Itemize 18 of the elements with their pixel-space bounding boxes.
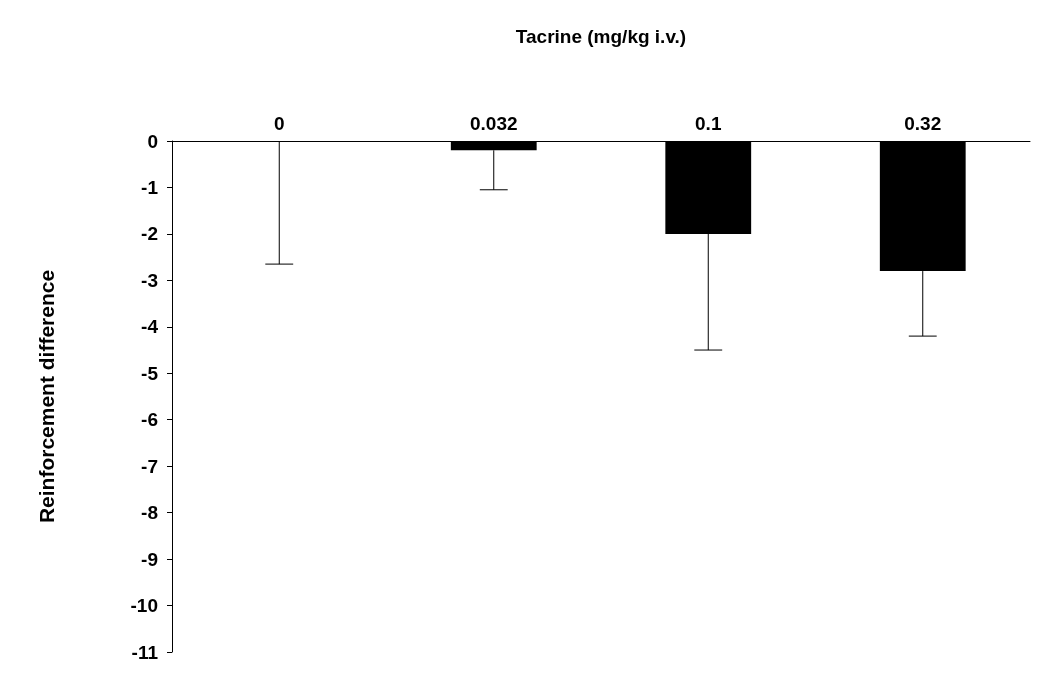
y-tick-label: -8 bbox=[141, 502, 158, 524]
y-tick-label: -5 bbox=[141, 362, 159, 384]
x-axis-title: Tacrine (mg/kg i.v.) bbox=[515, 26, 687, 47]
y-tick-label: -7 bbox=[141, 455, 158, 477]
y-tick-label: -11 bbox=[131, 641, 159, 663]
x-tick-label: 0 bbox=[273, 113, 285, 134]
y-tick-label: 0 bbox=[147, 130, 158, 152]
y-tick-label: -2 bbox=[141, 223, 158, 245]
y-tick-label: -3 bbox=[141, 269, 158, 291]
x-tick-label: 0.032 bbox=[469, 113, 518, 134]
y-axis-title: Reinforcement difference bbox=[35, 269, 58, 524]
x-tick-label: 0.32 bbox=[904, 113, 942, 134]
y-tick-label: -1 bbox=[141, 176, 159, 198]
y-tick-label: -9 bbox=[141, 548, 158, 570]
y-tick-label: -4 bbox=[141, 316, 159, 338]
y-tick-label: -10 bbox=[130, 595, 158, 617]
x-tick-label: 0.1 bbox=[695, 113, 722, 134]
y-tick-label: -6 bbox=[141, 409, 158, 431]
